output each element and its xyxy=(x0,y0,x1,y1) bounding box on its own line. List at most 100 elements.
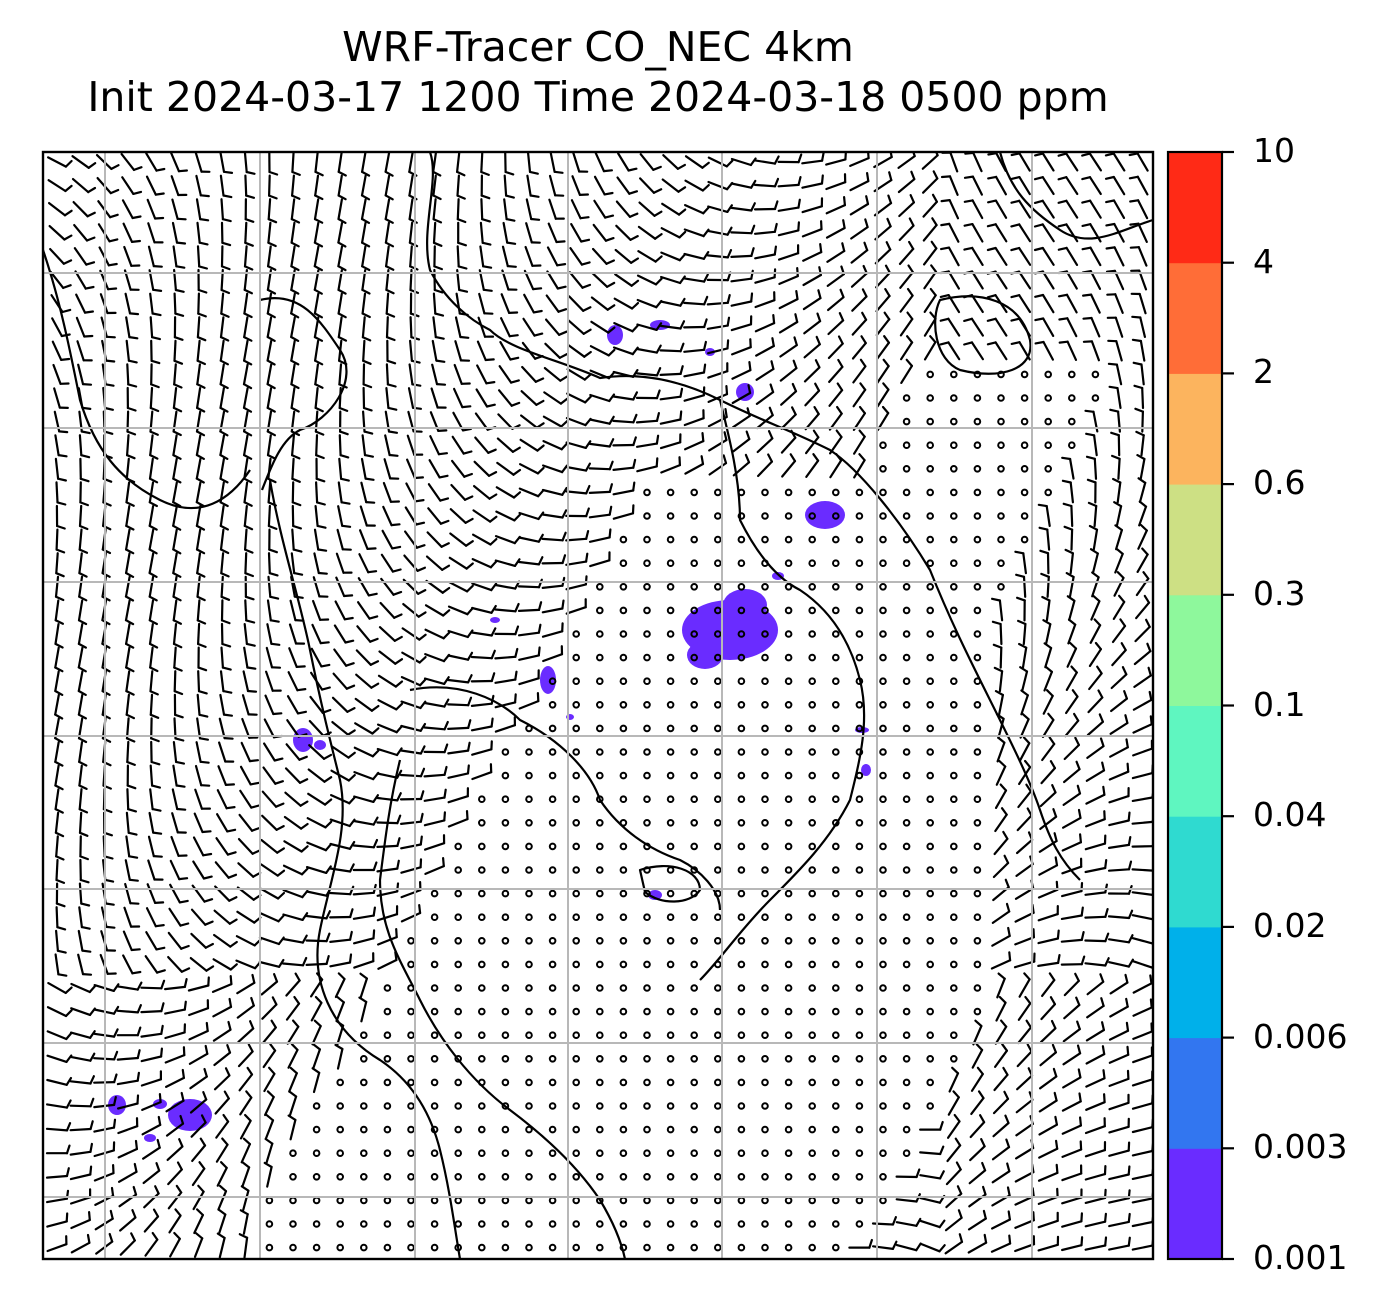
wind-barb xyxy=(172,740,185,765)
wind-barb xyxy=(1108,1212,1131,1228)
calm-wind-marker xyxy=(430,1031,439,1039)
calm-wind-marker xyxy=(430,984,439,992)
calm-wind-marker xyxy=(525,1007,533,1016)
wind-barb xyxy=(971,1043,984,1069)
calm-wind-marker xyxy=(690,819,699,827)
calm-wind-marker xyxy=(784,724,793,733)
wind-barb xyxy=(46,156,73,168)
calm-wind-marker xyxy=(737,1220,746,1228)
wind-barb xyxy=(196,552,206,578)
calm-wind-marker xyxy=(690,1031,699,1039)
calm-wind-marker xyxy=(289,1220,297,1228)
wind-barb xyxy=(70,982,97,994)
wind-barb xyxy=(313,292,323,319)
wind-barb xyxy=(424,834,446,851)
wind-barb xyxy=(498,365,520,384)
wind-barb xyxy=(947,1090,960,1116)
wind-barb xyxy=(617,152,638,172)
calm-wind-marker xyxy=(784,1078,793,1087)
wind-barb xyxy=(636,344,662,354)
wind-barb xyxy=(126,363,138,388)
calm-wind-marker xyxy=(619,937,628,945)
calm-wind-marker xyxy=(619,1078,628,1087)
calm-wind-marker xyxy=(619,1007,628,1016)
calm-wind-marker xyxy=(832,771,840,780)
wind-barb xyxy=(471,763,493,781)
wind-barb xyxy=(706,226,733,236)
calm-wind-marker xyxy=(643,1102,651,1110)
wind-barb xyxy=(447,764,470,779)
wind-barb xyxy=(1108,1021,1130,1041)
calm-wind-marker xyxy=(572,889,581,898)
wind-barb xyxy=(1086,478,1097,504)
wind-barb xyxy=(427,507,450,525)
wind-barb xyxy=(212,997,233,1018)
wind-barb xyxy=(456,174,466,200)
wind-barb xyxy=(423,811,446,827)
wind-barb xyxy=(708,431,728,452)
calm-wind-marker xyxy=(737,724,746,733)
calm-wind-marker xyxy=(619,795,628,804)
wind-barb xyxy=(310,647,331,668)
wind-barb xyxy=(1107,339,1123,362)
calm-wind-marker xyxy=(879,630,887,638)
calm-wind-marker xyxy=(643,960,651,969)
wind-barb xyxy=(220,198,232,223)
wind-barb xyxy=(384,152,394,177)
calm-wind-marker xyxy=(926,606,935,615)
wind-barb xyxy=(145,907,165,928)
wind-barb xyxy=(432,292,445,317)
wind-barb xyxy=(1107,909,1134,920)
wind-barb xyxy=(334,1043,344,1070)
wind-barb xyxy=(730,338,752,356)
wind-barb xyxy=(479,221,492,246)
calm-wind-marker xyxy=(902,819,911,827)
wind-barb xyxy=(1112,594,1126,621)
calm-wind-marker xyxy=(619,960,628,969)
calm-wind-marker xyxy=(596,819,604,827)
calm-wind-marker xyxy=(454,1173,463,1181)
wind-barb xyxy=(54,717,64,744)
calm-wind-marker xyxy=(714,1149,722,1157)
wind-barb xyxy=(987,175,1008,196)
wind-barb xyxy=(335,576,354,598)
calm-wind-marker xyxy=(714,583,722,591)
calm-wind-marker xyxy=(950,866,958,874)
calm-wind-marker xyxy=(619,1125,628,1134)
calm-wind-marker xyxy=(430,1173,439,1181)
wind-barb xyxy=(268,152,279,176)
wind-barb xyxy=(1038,1091,1058,1113)
calm-wind-marker xyxy=(761,1125,769,1134)
calm-wind-marker xyxy=(643,1078,651,1087)
wind-barb xyxy=(570,199,590,220)
wind-barb xyxy=(591,247,616,265)
wind-barb xyxy=(804,406,820,431)
wind-barb xyxy=(377,723,403,734)
wind-barb xyxy=(54,953,68,977)
calm-wind-marker xyxy=(596,960,604,969)
wind-barb xyxy=(895,1242,922,1252)
wind-barb xyxy=(494,647,519,660)
calm-wind-marker xyxy=(1068,417,1076,426)
wind-barb xyxy=(169,1231,181,1258)
wind-barb xyxy=(1020,689,1029,716)
wind-barb xyxy=(1033,246,1055,266)
calm-wind-marker xyxy=(1044,370,1052,379)
wind-barb xyxy=(1084,1236,1108,1251)
calm-wind-marker xyxy=(855,795,864,804)
calm-wind-marker xyxy=(572,1220,581,1228)
wind-barb xyxy=(1109,973,1129,995)
wind-barb xyxy=(314,505,327,529)
wind-barb xyxy=(55,552,65,578)
wind-barb xyxy=(195,174,210,198)
wind-barb xyxy=(400,835,423,850)
wind-barb xyxy=(167,955,191,973)
calm-wind-marker xyxy=(926,583,935,591)
wind-barb xyxy=(378,626,403,642)
calm-wind-marker xyxy=(714,1031,722,1039)
wind-barb xyxy=(1037,503,1051,528)
calm-wind-marker xyxy=(902,512,911,520)
calm-wind-marker xyxy=(619,630,628,638)
calm-wind-marker xyxy=(926,441,935,450)
